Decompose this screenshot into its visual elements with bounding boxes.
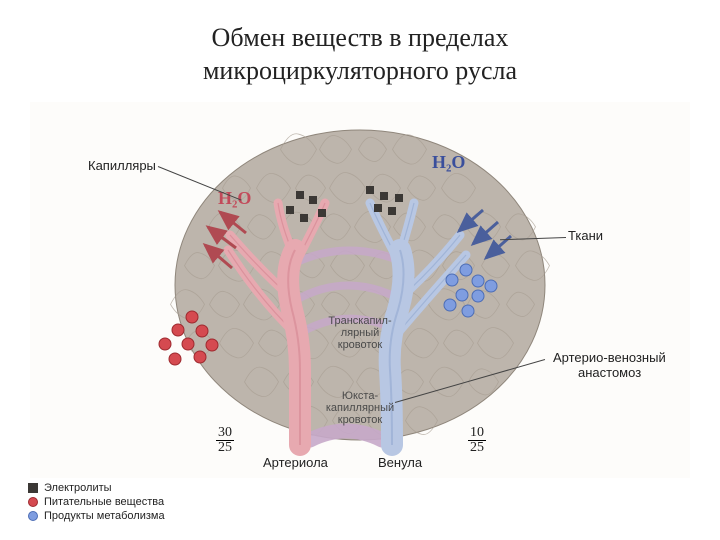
diagram: Капилляры H₂O H₂O Ткани Транскапил- лярн… xyxy=(0,100,720,480)
label-capillaries: Капилляры xyxy=(88,158,156,173)
legend-metabolites-label: Продукты метаболизма xyxy=(44,510,165,522)
title-line-1: Обмен веществ в пределах xyxy=(212,23,509,52)
legend-metabolites: Продукты метаболизма xyxy=(28,510,165,522)
label-arteriole: Артериола xyxy=(263,455,328,470)
label-h2o-arterial: H₂O xyxy=(218,188,251,209)
page-title: Обмен веществ в пределах микроциркулятор… xyxy=(0,22,720,87)
nutrient-icon xyxy=(28,497,38,507)
metabolite-icon xyxy=(28,511,38,521)
label-juxtacapillary: Юкста- капиллярный кровоток xyxy=(312,390,408,426)
legend-nutrients: Питательные вещества xyxy=(28,496,165,508)
legend-electrolytes-label: Электролиты xyxy=(44,482,112,494)
label-av-anastomosis-l2: анастомоз xyxy=(578,365,641,380)
title-line-2: микроциркуляторного русла xyxy=(203,56,517,85)
label-h2o-venous: H₂O xyxy=(432,152,465,173)
label-tissues: Ткани xyxy=(568,228,603,243)
fraction-left: 3025 xyxy=(216,425,234,456)
electrolyte-icon xyxy=(28,483,38,493)
fraction-right: 1025 xyxy=(468,425,486,456)
label-av-anastomosis-l1: Артерио-венозный xyxy=(553,350,666,365)
label-transcapillary: Транскапил- лярный кровоток xyxy=(320,315,400,351)
label-venule: Венула xyxy=(378,455,422,470)
legend-nutrients-label: Питательные вещества xyxy=(44,496,164,508)
legend: Электролиты Питательные вещества Продукт… xyxy=(28,480,165,524)
legend-electrolytes: Электролиты xyxy=(28,482,165,494)
